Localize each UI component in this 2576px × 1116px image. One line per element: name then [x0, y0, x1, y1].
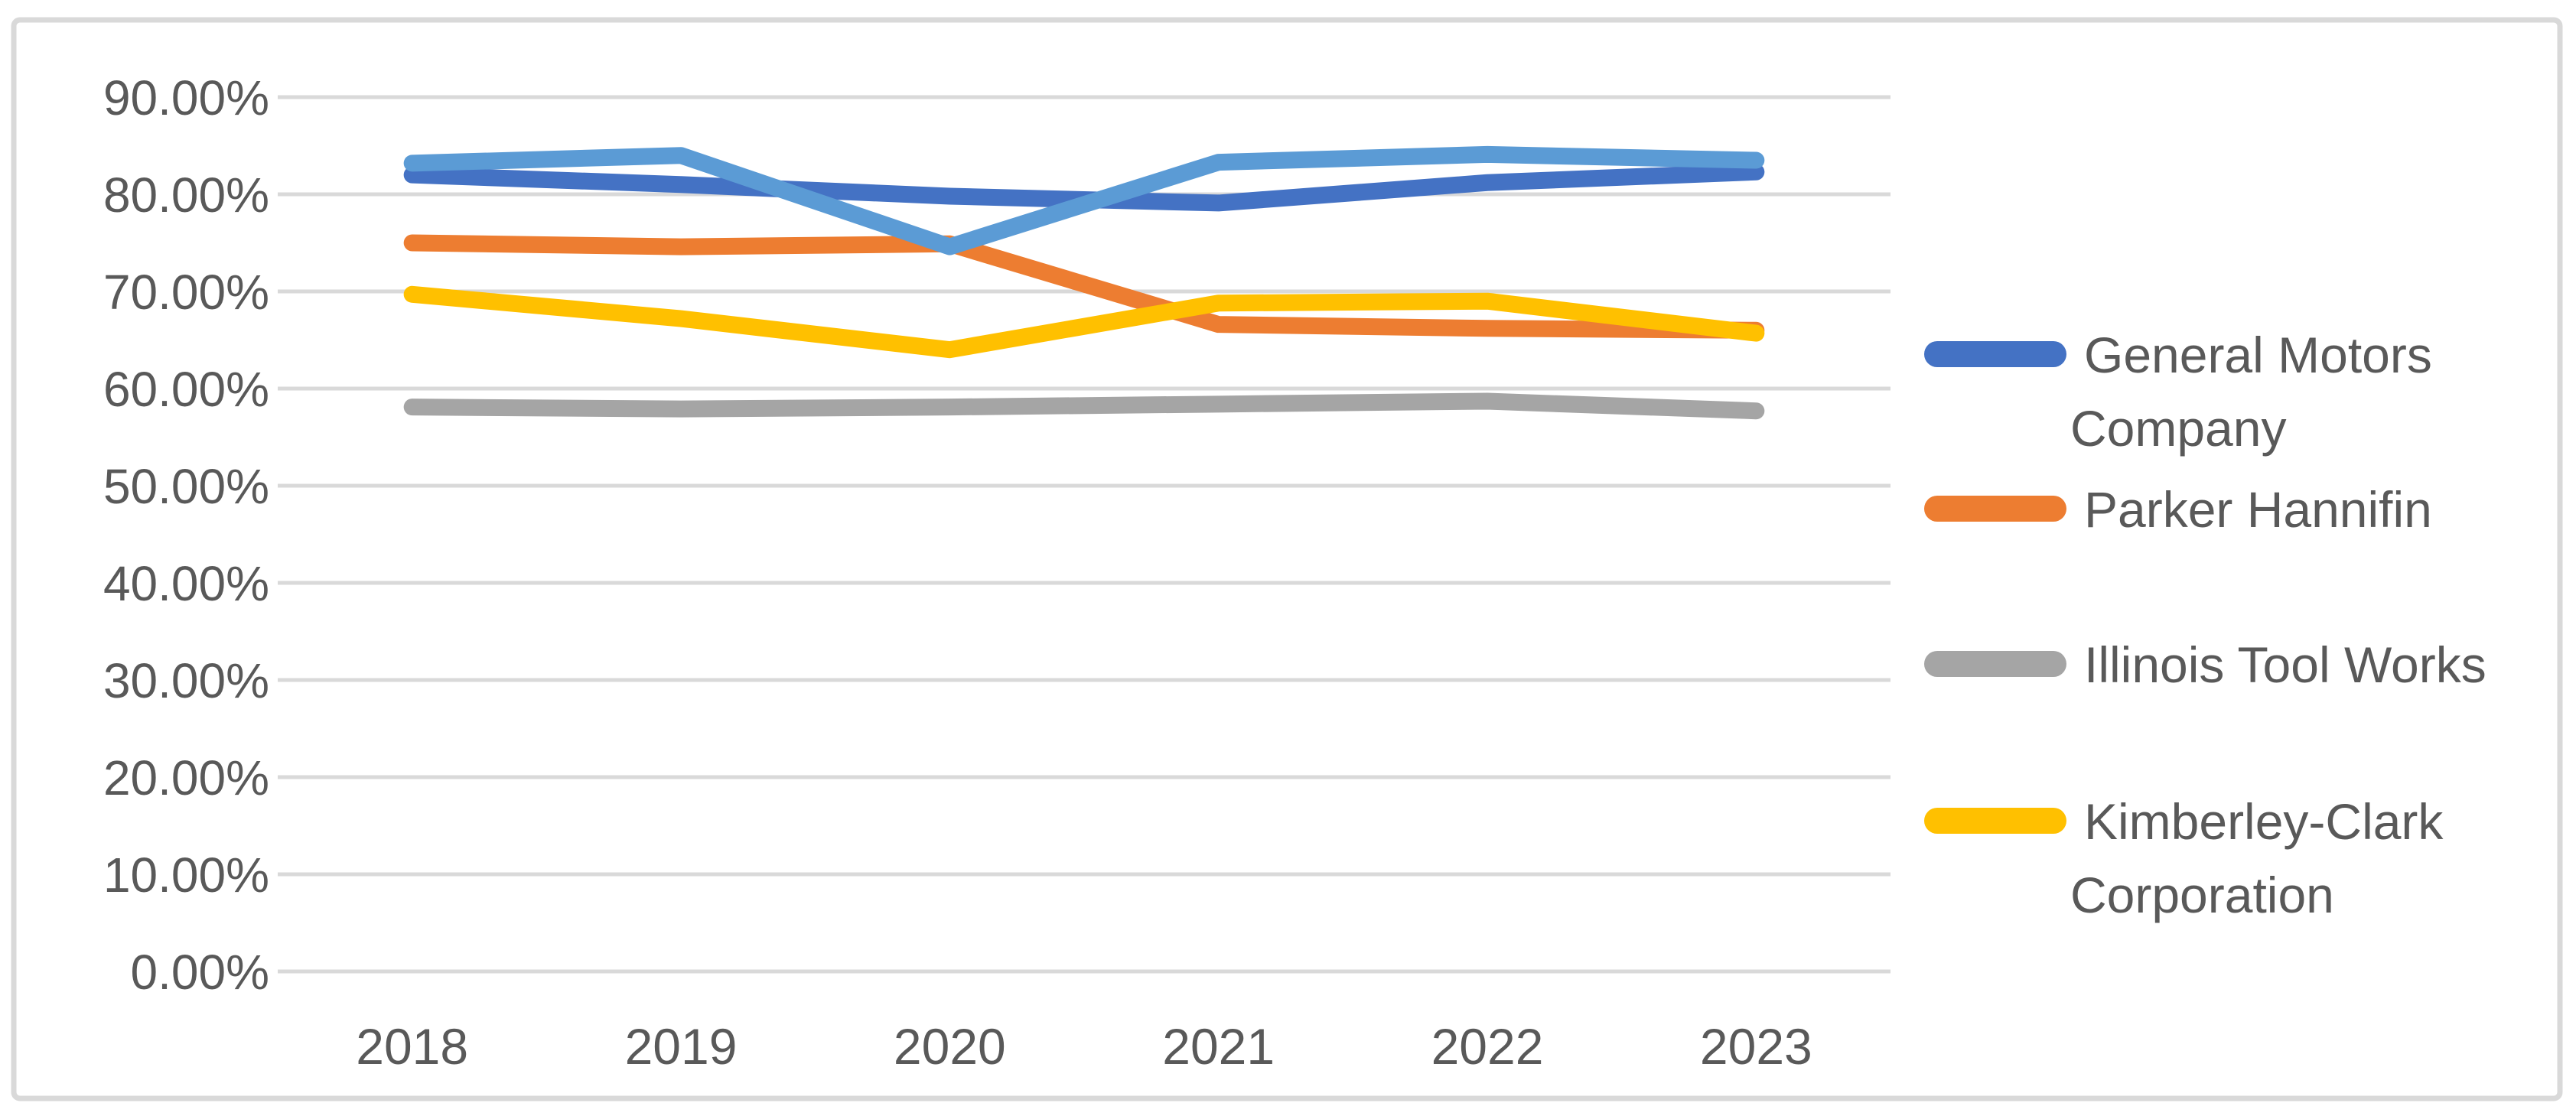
- legend-swatch: [1924, 496, 2066, 522]
- legend-label: Parker Hannifin: [2084, 481, 2432, 538]
- legend-item-kimberley-clark-corporation: Kimberley-Clark Corporation: [1924, 793, 2444, 923]
- legend-label: Kimberley-Clark Corporation: [2070, 793, 2444, 923]
- y-tick-label: 20.00%: [103, 750, 269, 805]
- series-lines: [403, 145, 1765, 420]
- legend-swatch: [1924, 808, 2066, 834]
- x-tick-label: 2023: [1700, 1018, 1812, 1075]
- legend-item-general-motors-company: General Motors Company: [1924, 327, 2432, 457]
- series-line-unlabeled: [403, 145, 1765, 255]
- x-tick-label: 2020: [894, 1018, 1006, 1075]
- legend-item-parker-hannifin: Parker Hannifin: [1924, 481, 2432, 538]
- series-line-parker-hannifin: [403, 234, 1765, 339]
- legend: General Motors Company Parker Hannifin Illi…: [1924, 327, 2486, 923]
- y-tick-label: 70.00%: [103, 265, 269, 320]
- y-tick-label: 90.00%: [103, 70, 269, 125]
- x-axis-labels: 2018 2019 2020 2021 2022 2023: [356, 1018, 1812, 1075]
- x-tick-label: 2018: [356, 1018, 468, 1075]
- legend-swatch: [1924, 651, 2066, 677]
- x-tick-label: 2019: [625, 1018, 738, 1075]
- legend-swatch: [1924, 341, 2066, 367]
- series-line-illinois-tool-works: [403, 392, 1765, 420]
- y-axis-labels: 0.00% 10.00% 20.00% 30.00% 40.00% 50.00% 60.00…: [103, 70, 269, 1000]
- y-tick-label: 10.00%: [103, 848, 269, 903]
- series-line-kimberley-clark-corporation: [403, 285, 1765, 359]
- legend-item-illinois-tool-works: Illinois Tool Works: [1924, 636, 2486, 693]
- chart-frame-border: [11, 17, 2563, 1101]
- y-tick-label: 80.00%: [103, 168, 269, 223]
- y-tick-label: 0.00%: [131, 945, 269, 1000]
- y-tick-label: 60.00%: [103, 362, 269, 417]
- x-tick-label: 2021: [1162, 1018, 1275, 1075]
- gridlines: [278, 95, 1890, 974]
- legend-label: General Motors Company: [2070, 327, 2432, 457]
- y-tick-label: 30.00%: [103, 653, 269, 708]
- y-tick-label: 40.00%: [103, 556, 269, 611]
- y-tick-label: 50.00%: [103, 459, 269, 514]
- x-tick-label: 2022: [1431, 1018, 1544, 1075]
- legend-label: Illinois Tool Works: [2084, 636, 2486, 693]
